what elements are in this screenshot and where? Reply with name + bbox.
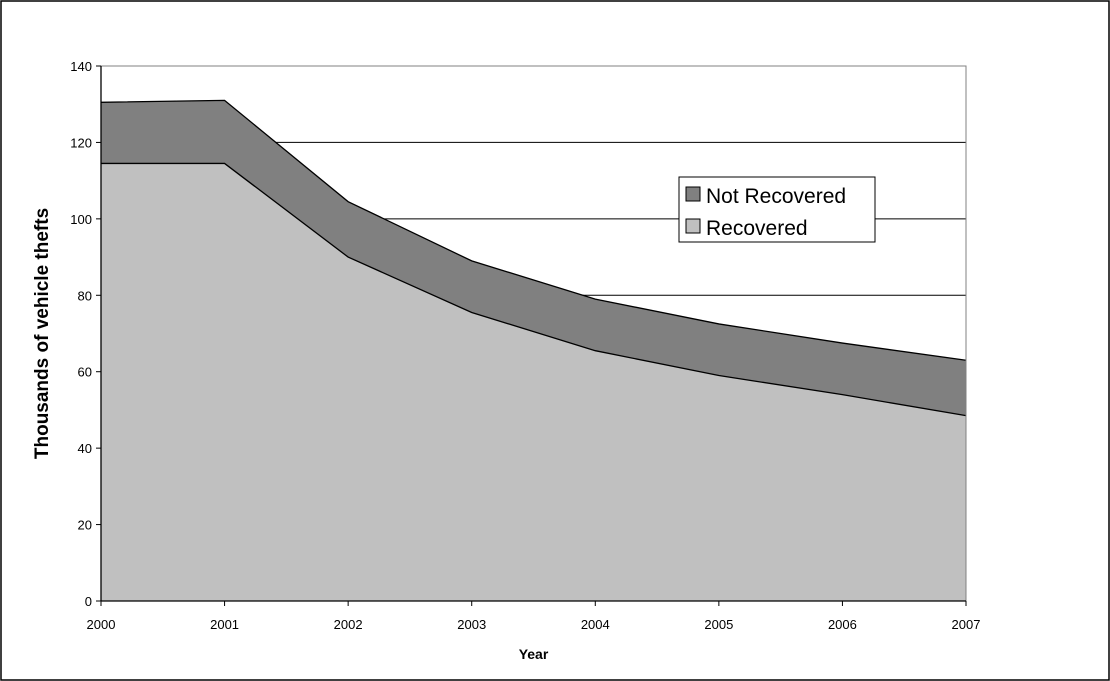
y-tick-label: 60: [78, 365, 92, 380]
y-tick-label: 140: [70, 59, 92, 74]
x-tick-label: 2000: [87, 617, 116, 632]
x-tick-label: 2001: [210, 617, 239, 632]
x-tick-label: 2004: [581, 617, 610, 632]
y-tick-labels: 0 20 40 60 80 100 120 140: [70, 59, 92, 609]
legend-box: [678, 176, 876, 243]
x-tick-label: 2007: [952, 617, 981, 632]
y-axis-title: Thousands of vehicle thefts: [32, 208, 53, 459]
y-tick-label: 20: [78, 518, 92, 533]
area-recovered: [101, 163, 966, 602]
x-axis-title: Year: [519, 646, 549, 662]
legend-swatch-recovered: [685, 218, 701, 234]
y-tick-label: 80: [78, 288, 92, 303]
line-total: [100, 99, 967, 361]
y-tick-label: 100: [70, 212, 92, 227]
legend: Not Recovered Recovered: [678, 176, 876, 243]
legend-swatch-not-recovered: [685, 186, 701, 202]
x-tick-label: 2006: [828, 617, 857, 632]
axes: [96, 65, 967, 606]
x-tick-label: 2003: [457, 617, 486, 632]
line-recovered: [101, 162, 967, 417]
x-tick-labels: 2000 2001 2002 2003 2004 2005 2006 2007: [87, 617, 981, 632]
y-tick-label: 0: [85, 594, 92, 609]
legend-label-recovered: Recovered: [706, 217, 808, 240]
y-tick-label: 40: [78, 441, 92, 456]
legend-label-not-recovered: Not Recovered: [706, 185, 846, 208]
y-tick-label: 120: [70, 135, 92, 150]
area-series: [100, 99, 967, 602]
area-not-recovered: [101, 100, 966, 416]
x-tick-label: 2002: [334, 617, 363, 632]
x-tick-label: 2005: [704, 617, 733, 632]
